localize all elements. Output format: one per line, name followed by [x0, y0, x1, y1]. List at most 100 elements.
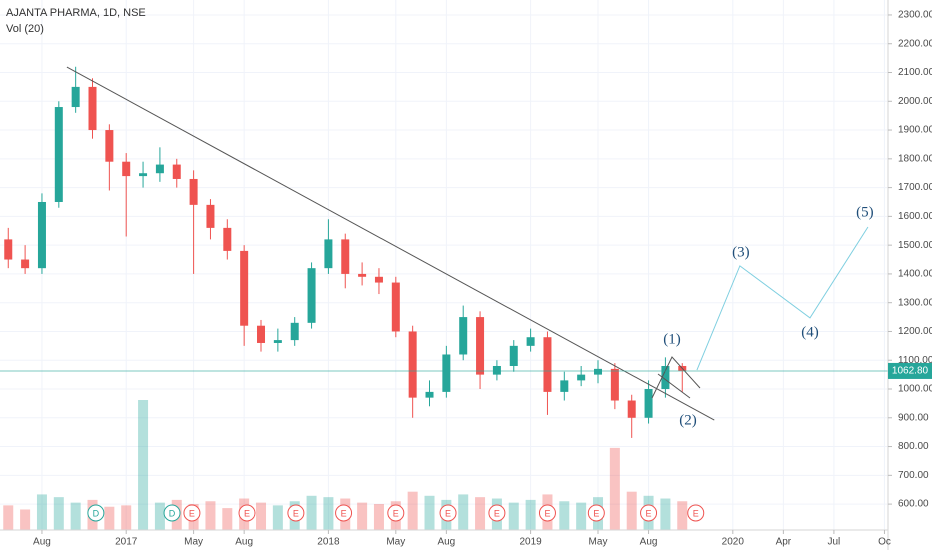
wave-label: (2) — [679, 412, 697, 428]
candle-body — [122, 161, 131, 177]
candle-body — [358, 273, 367, 277]
volume-bar — [256, 502, 267, 530]
event-label: E — [393, 508, 399, 518]
y-tick-label: 800.00 — [898, 441, 929, 452]
y-tick-label: 1800.00 — [898, 153, 932, 164]
volume-bar — [3, 505, 14, 530]
event-marker — [687, 504, 705, 522]
candle-body — [71, 86, 80, 108]
volume-bar — [609, 447, 620, 530]
last-price-box — [888, 362, 932, 379]
candle-body — [425, 391, 434, 398]
event-marker — [587, 504, 605, 522]
volume-bar — [559, 501, 570, 530]
volume-bar — [576, 502, 587, 530]
y-tick-label: 1200.00 — [898, 326, 932, 337]
x-tick-label: Aug — [640, 537, 658, 548]
x-tick-label: 2018 — [317, 537, 340, 548]
candle-body — [644, 389, 653, 418]
y-tick-label: 2300.00 — [898, 10, 932, 21]
wave-label: (5) — [856, 204, 874, 220]
event-marker — [538, 504, 556, 522]
y-tick-label: 1600.00 — [898, 211, 932, 222]
wave-label: (1) — [663, 332, 681, 348]
x-tick-label: May — [589, 537, 608, 548]
candle-body — [257, 325, 266, 343]
volume-bar — [121, 505, 132, 530]
candle-body — [509, 345, 518, 366]
chart-title: AJANTA PHARMA, 1D, NSE — [6, 7, 146, 19]
volume-bar — [626, 491, 637, 530]
event-marker — [387, 504, 405, 522]
event-marker — [87, 504, 105, 522]
event-marker — [163, 504, 181, 522]
volume-bar — [508, 502, 519, 530]
event-label: E — [544, 508, 550, 518]
event-marker — [488, 504, 506, 522]
trendline — [66, 66, 715, 421]
volume-bar — [205, 501, 216, 530]
y-tick-label: 2200.00 — [898, 38, 932, 49]
x-tick-label: 2017 — [115, 537, 138, 548]
candle-body — [594, 368, 603, 375]
volume-bar — [323, 497, 334, 530]
candle-body — [139, 173, 148, 177]
volume-bar — [407, 491, 418, 530]
candle-body — [172, 164, 181, 179]
candle-body — [459, 317, 468, 355]
candle-body — [492, 365, 501, 375]
volume-bar — [677, 501, 688, 530]
volume-bar — [660, 498, 671, 530]
candle-body — [391, 282, 400, 332]
event-label: E — [445, 508, 451, 518]
event-label: E — [593, 508, 599, 518]
y-tick-label: 1100.00 — [898, 355, 932, 366]
x-tick-label: Oc — [878, 537, 891, 548]
candle-body — [223, 227, 232, 251]
candle-body — [155, 164, 164, 174]
y-tick-label: 1400.00 — [898, 269, 932, 280]
x-tick-label: Aug — [235, 537, 253, 548]
volume-bar — [222, 508, 233, 530]
wave-wedge-lower — [657, 373, 691, 399]
candle-body — [54, 107, 63, 202]
x-tick-label: Jul — [828, 537, 841, 548]
volume-bar — [373, 504, 384, 530]
event-label: E — [494, 508, 500, 518]
x-tick-label: Aug — [33, 537, 51, 548]
event-marker — [287, 504, 305, 522]
volume-bar — [70, 502, 81, 530]
drawings: (1) (2) (3) (4) (5) — [0, 66, 888, 428]
axes: 600.00 700.00 800.00 900.00 1000.00 1100.00 12… — [33, 10, 932, 548]
wave-projection — [696, 226, 869, 371]
y-tick-label: 1700.00 — [898, 182, 932, 193]
volume-bar — [104, 506, 115, 530]
volume-bar — [424, 495, 435, 530]
x-tick-label: 2020 — [722, 537, 745, 548]
event-label: D — [169, 508, 176, 518]
y-tick-label: 1300.00 — [898, 297, 932, 308]
event-label: E — [693, 508, 699, 518]
candle-body — [560, 380, 569, 392]
candle-body — [189, 178, 198, 205]
y-tick-label: 600.00 — [898, 499, 929, 510]
candle-body — [105, 130, 114, 162]
y-tick-label: 900.00 — [898, 412, 929, 423]
candle-body — [627, 400, 636, 418]
y-tick-label: 1900.00 — [898, 125, 932, 136]
volume-label: Vol (20) — [6, 23, 44, 35]
volume-bar — [36, 494, 47, 530]
candle-body — [610, 368, 619, 401]
y-tick-label: 2100.00 — [898, 67, 932, 78]
wave-label: (4) — [801, 324, 819, 340]
x-tick-label: May — [184, 537, 203, 548]
candle-body — [661, 365, 670, 390]
candle-body — [273, 340, 282, 343]
volume-bar — [20, 509, 31, 530]
y-tick-label: 700.00 — [898, 470, 929, 481]
candle-body — [4, 239, 13, 260]
candle-body — [290, 322, 299, 341]
event-marker — [640, 504, 658, 522]
candle-body — [374, 276, 383, 283]
